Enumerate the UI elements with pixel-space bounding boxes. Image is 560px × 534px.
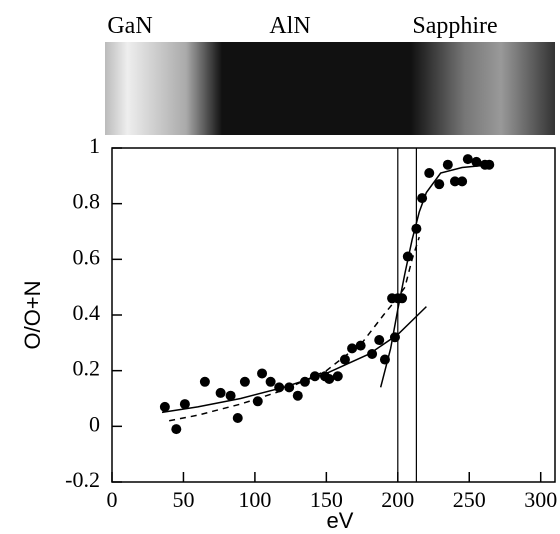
data-point — [239, 376, 250, 387]
y-tick-label: 0 — [89, 411, 100, 436]
y-tick-label: -0.2 — [65, 467, 100, 492]
data-point — [284, 382, 295, 393]
y-tick-label: 1 — [89, 133, 100, 158]
data-point — [232, 412, 243, 423]
data-point — [389, 332, 400, 343]
y-tick-label: 0.4 — [73, 300, 101, 325]
data-point — [434, 179, 445, 190]
x-axis-title: eV — [327, 508, 354, 533]
data-point — [252, 396, 263, 407]
data-point — [225, 390, 236, 401]
data-point — [199, 376, 210, 387]
x-tick-label: 300 — [524, 487, 557, 512]
data-point — [355, 340, 366, 351]
data-point — [402, 251, 413, 262]
data-point — [265, 376, 276, 387]
data-point — [424, 168, 435, 179]
data-point — [471, 156, 482, 167]
data-point — [309, 371, 320, 382]
x-tick-label: 100 — [238, 487, 271, 512]
data-point — [462, 154, 473, 165]
x-tick-label: 200 — [381, 487, 414, 512]
x-tick-label: 150 — [310, 487, 343, 512]
data-point — [449, 176, 460, 187]
data-point — [215, 387, 226, 398]
data-point — [442, 159, 453, 170]
data-point — [417, 193, 428, 204]
data-point — [397, 293, 408, 304]
strip-label: Sapphire — [412, 13, 497, 39]
data-point — [367, 348, 378, 359]
data-point — [484, 159, 495, 170]
fit-curve — [379, 163, 491, 388]
y-tick-label: 0.6 — [73, 244, 101, 269]
x-tick-label: 0 — [107, 487, 118, 512]
data-point — [292, 390, 303, 401]
data-point — [339, 354, 350, 365]
strip-label: GaN — [107, 13, 152, 39]
y-tick-label: 0.8 — [73, 189, 101, 214]
data-point — [159, 401, 170, 412]
data-point — [257, 368, 268, 379]
data-point — [374, 335, 385, 346]
data-point — [347, 343, 358, 354]
data-point — [324, 374, 335, 385]
data-point — [411, 223, 422, 234]
data-point — [299, 376, 310, 387]
data-point — [274, 382, 285, 393]
data-point — [457, 176, 468, 187]
composition-strip — [105, 42, 555, 135]
strip-label: AlN — [269, 13, 310, 39]
data-point — [171, 424, 182, 435]
data-point — [379, 354, 390, 365]
x-tick-label: 50 — [172, 487, 194, 512]
data-point — [332, 371, 343, 382]
y-tick-label: 0.2 — [73, 356, 101, 381]
y-axis-title: O/O+N — [20, 280, 45, 349]
x-tick-label: 250 — [453, 487, 486, 512]
data-point — [179, 399, 190, 410]
